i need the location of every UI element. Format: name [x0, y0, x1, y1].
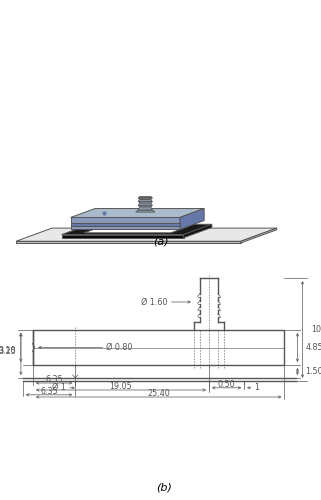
Polygon shape	[180, 208, 204, 230]
Text: 6.35: 6.35	[40, 387, 58, 396]
Polygon shape	[138, 206, 152, 207]
Text: Ø 1.60: Ø 1.60	[141, 298, 168, 306]
Text: 6.35: 6.35	[45, 375, 63, 384]
Text: 1.50: 1.50	[306, 367, 321, 376]
Text: 0.50: 0.50	[218, 380, 235, 389]
Polygon shape	[138, 203, 152, 205]
Polygon shape	[138, 196, 152, 198]
Polygon shape	[184, 224, 212, 237]
Polygon shape	[16, 228, 277, 241]
Text: Ø 1: Ø 1	[52, 384, 66, 392]
Text: (b): (b)	[156, 482, 172, 492]
Polygon shape	[241, 228, 277, 243]
Text: 3.25: 3.25	[0, 346, 16, 356]
Text: 4.85: 4.85	[306, 343, 321, 352]
Polygon shape	[71, 218, 180, 230]
Text: (a): (a)	[153, 236, 168, 246]
Text: 10.16: 10.16	[312, 325, 321, 334]
Polygon shape	[71, 223, 180, 226]
Text: 25.40: 25.40	[147, 389, 170, 398]
Polygon shape	[136, 210, 155, 212]
Polygon shape	[138, 198, 152, 200]
Polygon shape	[138, 207, 152, 210]
Polygon shape	[138, 200, 152, 202]
Text: 19.05: 19.05	[109, 382, 132, 391]
Polygon shape	[138, 202, 152, 203]
Polygon shape	[84, 226, 189, 233]
Polygon shape	[62, 234, 184, 238]
Polygon shape	[71, 208, 204, 218]
Text: 1: 1	[254, 384, 259, 392]
Text: Ø 0.80: Ø 0.80	[106, 343, 133, 352]
Polygon shape	[62, 224, 212, 234]
Polygon shape	[16, 242, 241, 243]
Bar	[33, 330, 284, 365]
Text: 3.10: 3.10	[0, 346, 16, 355]
